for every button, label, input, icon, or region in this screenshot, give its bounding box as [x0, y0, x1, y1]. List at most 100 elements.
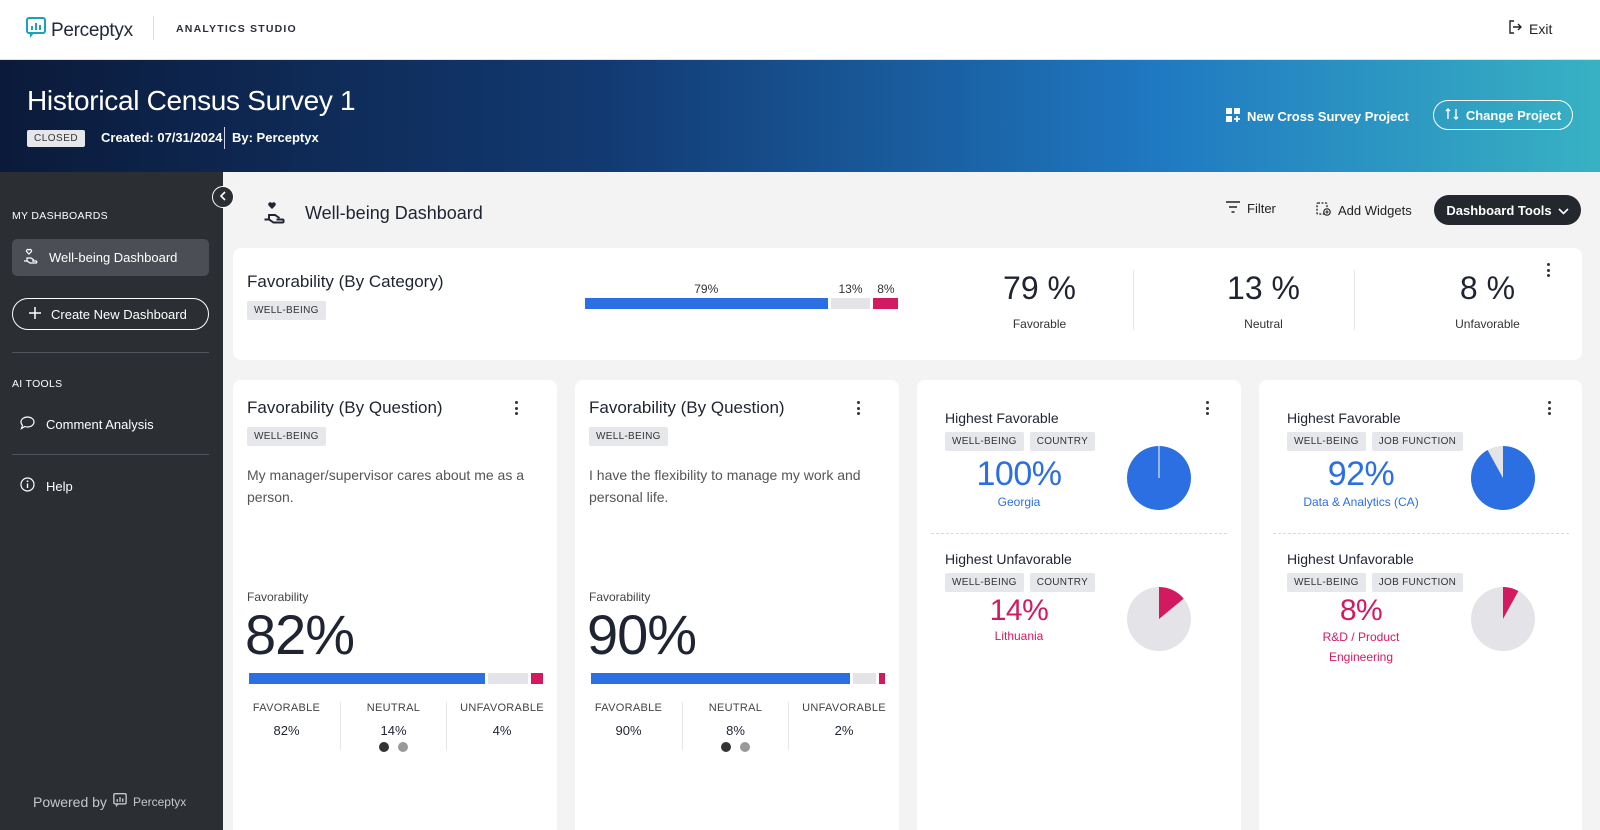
unfavorable-stat-label: Unfavorable — [1455, 317, 1520, 331]
exit-button[interactable]: Exit — [1508, 20, 1552, 37]
highest-favorable-heading: Highest Favorable — [1287, 410, 1401, 426]
card-menu-button[interactable] — [509, 399, 523, 417]
divider — [12, 352, 209, 353]
comment-analysis-label: Comment Analysis — [46, 417, 154, 432]
chevron-down-icon — [1558, 203, 1569, 218]
grid-plus-icon — [1226, 108, 1240, 125]
breakdown-favorable: FAVORABLE 82% — [233, 702, 341, 750]
unfavorable-segment — [531, 673, 543, 684]
question-favorability-card: Favorability (By Question) WELL-BEING My… — [233, 380, 557, 830]
chevron-left-icon — [219, 188, 227, 206]
breakdown-value: 14% — [380, 723, 407, 738]
favorability-label: Favorability — [589, 590, 651, 604]
category-tag: WELL-BEING — [945, 432, 1024, 451]
question-favorability-card: Favorability (By Question) WELL-BEING I … — [575, 380, 899, 830]
favorability-label: Favorability — [247, 590, 309, 604]
neutral-stat-label: Neutral — [1244, 317, 1283, 331]
favorable-segment — [585, 298, 828, 309]
dashboard-title: Well-being Dashboard — [305, 203, 483, 223]
filter-button[interactable]: Filter — [1226, 201, 1276, 216]
ai-tools-heading: AI TOOLS — [12, 378, 63, 390]
highest-favorable-result: 92% Data & Analytics (CA) — [1279, 455, 1443, 510]
info-icon — [20, 477, 35, 495]
category-tag: WELL-BEING — [247, 427, 326, 446]
pagination-dot[interactable] — [740, 742, 750, 752]
pagination-dot-active[interactable] — [721, 742, 731, 752]
highlight-card: Highest Favorable WELL-BEING JOB FUNCTION… — [1259, 380, 1582, 830]
favorability-breakdown: FAVORABLE 82% NEUTRAL 14% UNFAVORABLE 4% — [233, 702, 557, 750]
breakdown-label: NEUTRAL — [366, 702, 421, 714]
breakdown-label: UNFAVORABLE — [460, 702, 544, 714]
favorable-segment — [249, 673, 486, 684]
new-cross-survey-button[interactable]: New Cross Survey Project — [1226, 108, 1409, 125]
add-widgets-button[interactable]: Add Widgets — [1316, 201, 1412, 219]
category-tag: WELL-BEING — [247, 301, 326, 320]
created-by: By: Perceptyx — [232, 130, 319, 145]
dimension-tag: COUNTRY — [1029, 432, 1096, 451]
neutral-stat-value: 13 % — [1227, 270, 1300, 306]
category-bar-labels: 79% 13% 8% — [585, 282, 898, 299]
unfavorable-stat: 8 % Unfavorable — [1375, 270, 1600, 336]
card-menu-button[interactable] — [1542, 399, 1556, 417]
divider — [1354, 270, 1355, 330]
top-bar: Perceptyx ANALYTICS STUDIO Exit — [0, 0, 1600, 60]
pagination-dots — [721, 742, 750, 752]
highest-unfavorable-result: 8% R&D / Product Engineering — [1279, 594, 1443, 666]
collapse-sidebar-button[interactable] — [212, 186, 234, 208]
app-logo[interactable]: Perceptyx — [26, 17, 133, 44]
dashboard-tools-button[interactable]: Dashboard Tools — [1434, 195, 1581, 225]
divider — [1133, 270, 1134, 330]
category-favorability-card: Favorability (By Category) WELL-BEING 79… — [233, 248, 1582, 360]
exit-label: Exit — [1529, 20, 1553, 37]
category-tag: WELL-BEING — [1287, 432, 1366, 451]
create-new-dashboard-label: Create New Dashboard — [51, 306, 187, 322]
result-subject: Data & Analytics (CA) — [1303, 495, 1419, 509]
favorability-value: 90% — [587, 603, 697, 666]
exit-icon — [1508, 20, 1523, 37]
pagination-dot[interactable] — [398, 742, 408, 752]
change-project-button[interactable]: Change Project — [1433, 100, 1573, 130]
logo-icon — [26, 17, 46, 44]
unfavorable-bar-label: 8% — [877, 282, 895, 296]
highest-unfavorable-heading: Highest Unfavorable — [1287, 551, 1414, 567]
neutral-bar-label: 13% — [838, 282, 863, 296]
pagination-dots — [379, 742, 408, 752]
create-new-dashboard-button[interactable]: Create New Dashboard — [12, 298, 209, 330]
sidebar-item-label: Well-being Dashboard — [49, 250, 178, 265]
card-menu-button[interactable] — [1200, 399, 1214, 417]
powered-by-label: Powered by — [33, 794, 107, 810]
card-menu-button[interactable] — [1541, 261, 1555, 279]
neutral-segment — [853, 673, 877, 684]
pie-slice — [1159, 587, 1184, 619]
unfavorable-stat-value: 8 % — [1459, 270, 1516, 306]
pie-slice — [1471, 446, 1535, 510]
result-value: 8% — [1339, 594, 1383, 627]
pie-chart-icon — [1127, 446, 1191, 510]
divider — [1273, 533, 1569, 534]
filter-icon — [1226, 201, 1240, 216]
sidebar-item-well-being-dashboard[interactable]: Well-being Dashboard — [12, 239, 209, 276]
chat-icon — [20, 416, 35, 433]
pagination-dot-active[interactable] — [379, 742, 389, 752]
highlight-card: Highest Favorable WELL-BEING COUNTRY 100%… — [917, 380, 1241, 830]
question-text: I have the flexibility to manage my work… — [589, 467, 861, 505]
result-value: 100% — [976, 455, 1062, 493]
card-menu-button[interactable] — [851, 399, 865, 417]
unfavorable-segment — [873, 298, 898, 309]
dashboard-tools-label: Dashboard Tools — [1446, 202, 1552, 218]
favorability-breakdown: FAVORABLE 90% NEUTRAL 8% UNFAVORABLE 2% — [575, 702, 899, 750]
sidebar-item-help[interactable]: Help — [20, 477, 73, 495]
pie-slice — [1503, 587, 1519, 619]
help-label: Help — [46, 478, 73, 494]
breakdown-label: NEUTRAL — [708, 702, 763, 714]
question-stacked-bar — [591, 673, 885, 684]
sidebar-item-comment-analysis[interactable]: Comment Analysis — [20, 416, 154, 433]
hand-heart-icon — [23, 248, 39, 267]
dimension-tag: JOB FUNCTION — [1371, 432, 1464, 451]
breakdown-label: FAVORABLE — [252, 702, 321, 714]
plus-icon — [29, 306, 41, 322]
dashboard-header — [223, 172, 1600, 246]
divider — [12, 454, 209, 455]
project-title: Historical Census Survey 1 — [27, 85, 356, 116]
highest-unfavorable-result: 14% Lithuania — [945, 594, 1093, 644]
